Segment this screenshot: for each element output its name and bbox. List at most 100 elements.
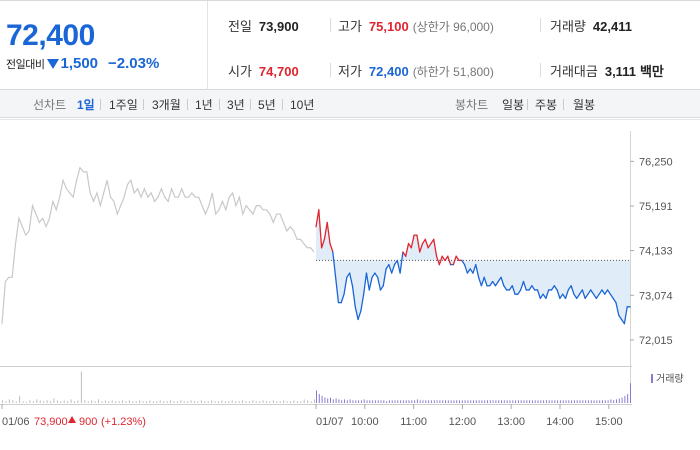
today-series-segment xyxy=(511,285,516,295)
volume-bar xyxy=(316,390,317,403)
volume-bar xyxy=(228,401,230,403)
tab-monthly-candle[interactable]: 월봉 xyxy=(573,98,596,112)
today-series-segment xyxy=(461,259,466,266)
volume-bar xyxy=(433,400,435,403)
tab-10-years[interactable]: 10년 xyxy=(290,98,315,112)
volume-bar xyxy=(26,402,27,403)
today-series-segment xyxy=(522,280,527,291)
upper-limit: (상한가 96,000) xyxy=(412,20,494,34)
open-label: 시가 xyxy=(228,64,252,79)
volume-bar xyxy=(543,400,545,403)
volume-bar xyxy=(624,395,626,403)
today-series-segment xyxy=(363,272,368,295)
volume-bar xyxy=(321,395,323,403)
today-series-segment xyxy=(612,297,617,304)
time-tick-label: 13:00 xyxy=(497,416,525,428)
divider xyxy=(330,63,331,77)
today-series-segment xyxy=(388,264,393,274)
chart-tab-bar: 선차트 1일 1주일 3개월 1년 3년 5년 10년 봉차트 일봉 주봉 월봉 xyxy=(0,90,700,118)
volume-bar xyxy=(585,400,587,403)
volume-bar xyxy=(266,401,267,403)
today-series-segment xyxy=(354,306,359,321)
high-label: 고가 xyxy=(338,19,362,34)
volume-bar xyxy=(604,400,606,403)
volume-bar xyxy=(286,401,288,403)
tab-5-years[interactable]: 5년 xyxy=(258,98,276,112)
trade-value-label: 거래대금 xyxy=(550,64,598,79)
volume-bar xyxy=(207,401,209,403)
today-series-segment xyxy=(536,289,541,300)
today-series-segment xyxy=(385,264,390,270)
volume-bar xyxy=(618,398,620,403)
volume-bar xyxy=(520,400,522,403)
volume-bar xyxy=(346,400,348,403)
tab-daily-candle[interactable]: 일봉 xyxy=(502,98,525,112)
volume-bar xyxy=(115,401,117,403)
volume-bar xyxy=(526,400,528,403)
tab-1-year[interactable]: 1년 xyxy=(195,98,213,112)
volume-bar xyxy=(104,400,106,403)
tab-3-years[interactable]: 3년 xyxy=(227,98,245,112)
volume-bar xyxy=(12,400,14,403)
volume-bar xyxy=(242,400,243,403)
volume-bar xyxy=(391,400,393,403)
time-tick-label: 14:00 xyxy=(546,416,574,428)
today-series-segment xyxy=(444,255,449,262)
volume-bar xyxy=(478,400,480,403)
volume-bar xyxy=(132,401,134,403)
volume-bar xyxy=(248,401,250,403)
current-price-box: 72,400 전일대비 1,500 −2.03% xyxy=(0,1,208,90)
volume-bar xyxy=(630,383,631,403)
today-series-segment xyxy=(480,276,485,287)
volume-bar xyxy=(310,401,312,403)
today-series-segment xyxy=(477,276,483,287)
tab-weekly-candle[interactable]: 주봉 xyxy=(535,98,558,112)
volume-bar xyxy=(84,400,86,403)
today-series-segment xyxy=(618,314,623,321)
stat-prev-close: 전일 73,900 xyxy=(228,16,299,35)
today-series-segment xyxy=(592,293,598,300)
volume-bar xyxy=(422,400,424,403)
volume-bar xyxy=(56,400,58,403)
divider xyxy=(540,63,541,77)
today-series-segment xyxy=(489,280,494,287)
today-series-segment xyxy=(419,242,424,253)
price-tick-label: 73,074 xyxy=(639,290,673,302)
volume-bar xyxy=(548,400,550,403)
volume-bar xyxy=(190,400,192,403)
prev-day-line-group xyxy=(1,166,315,324)
volume-bar xyxy=(300,401,302,403)
stat-trade-value: 거래대금 3,111 백만 xyxy=(550,61,664,80)
volume-bar xyxy=(2,400,3,403)
volume-bar xyxy=(67,401,69,403)
volume-bar xyxy=(607,400,609,403)
today-series-segment xyxy=(587,289,592,295)
volume-bar xyxy=(459,400,460,403)
volume-bar xyxy=(125,401,127,403)
tab-1-day[interactable]: 1일 xyxy=(77,98,95,112)
volume-bar xyxy=(197,401,199,403)
today-series-segment xyxy=(601,289,606,295)
change-percent: −2.03% xyxy=(108,55,160,72)
today-series-segment xyxy=(466,268,471,274)
today-series-segment xyxy=(500,276,505,287)
volume-bar xyxy=(627,394,629,403)
tab-3-months[interactable]: 3개월 xyxy=(152,98,181,112)
today-series-segment xyxy=(472,264,477,274)
area-fill xyxy=(316,209,630,324)
volume-bar xyxy=(91,400,93,403)
tab-separator xyxy=(219,99,220,110)
today-series-segment xyxy=(377,276,382,291)
time-tick-label: 15:00 xyxy=(595,416,623,428)
line-chart-label: 선차트 xyxy=(33,98,67,112)
volume-bar xyxy=(108,401,110,403)
today-series-segment xyxy=(447,255,452,266)
tab-1-week[interactable]: 1주일 xyxy=(109,98,138,112)
volume-bar xyxy=(218,401,219,403)
today-line-group xyxy=(315,209,631,325)
volume-bar xyxy=(487,400,488,403)
volume-bar xyxy=(523,400,525,403)
volume-bar xyxy=(60,401,62,403)
volume-bar xyxy=(557,400,559,403)
volume-bar xyxy=(610,399,612,403)
